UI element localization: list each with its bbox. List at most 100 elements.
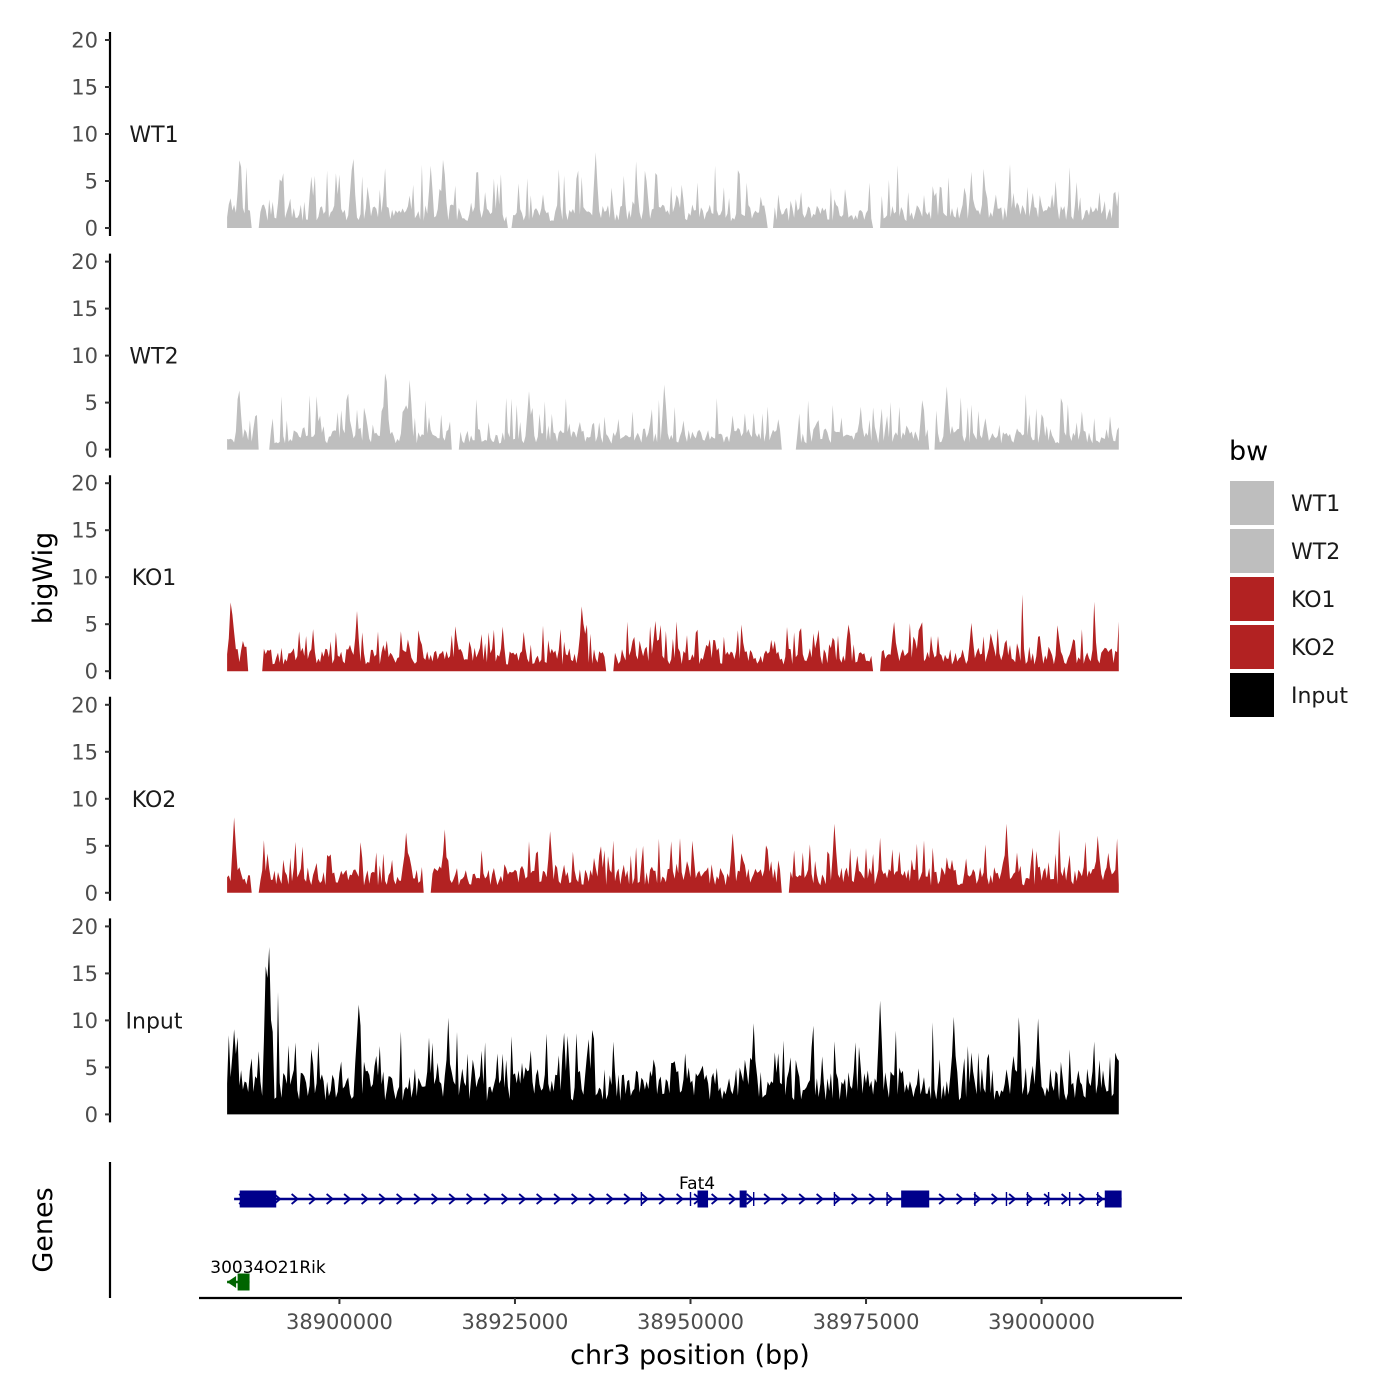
strand-chevron (588, 1193, 597, 1205)
strand-chevron (711, 1193, 720, 1205)
strand-chevron (886, 1193, 895, 1205)
y-tick-label: 5 (85, 834, 98, 858)
x-tick-label: 38925000 (462, 1310, 569, 1334)
y-tick-label: 20 (71, 29, 98, 53)
strand-chevron (606, 1193, 615, 1205)
strand-chevron (746, 1193, 755, 1205)
exon-block (237, 1273, 250, 1291)
strand-chevron (1043, 1193, 1052, 1205)
y-tick-label: 15 (71, 962, 98, 986)
strand-chevron (483, 1193, 492, 1205)
track-label: WT2 (129, 345, 178, 370)
y-tick-label: 0 (85, 1103, 98, 1127)
strand-chevron (308, 1193, 317, 1205)
strand-chevron (781, 1193, 790, 1205)
strand-chevron (833, 1193, 842, 1205)
strand-chevron (728, 1193, 737, 1205)
signal-area-wt2 (227, 373, 1119, 450)
exon-block (739, 1190, 747, 1208)
strand-chevron (798, 1193, 807, 1205)
strand-chevron (623, 1193, 632, 1205)
strand-chevron (501, 1193, 510, 1205)
strand-chevron (361, 1193, 370, 1205)
track-label: Input (126, 1009, 183, 1034)
track-panel-ko1: 0 5 10 15 20 KO1 (71, 472, 1119, 684)
strand-chevron (991, 1193, 1000, 1205)
x-tick-label: 39000000 (988, 1310, 1095, 1334)
genes-axis-title: Genes (28, 1187, 59, 1272)
y-tick-label: 15 (71, 297, 98, 321)
y-tick-label: 5 (85, 613, 98, 637)
y-tick-label: 15 (71, 519, 98, 543)
strand-chevron (1078, 1193, 1087, 1205)
x-tick-label: 38950000 (637, 1310, 744, 1334)
strand-chevron (938, 1193, 947, 1205)
strand-chevron (956, 1193, 965, 1205)
y-tick-label: 0 (85, 438, 98, 462)
strand-chevron (378, 1193, 387, 1205)
strand-chevron (1061, 1193, 1070, 1205)
strand-chevron (553, 1193, 562, 1205)
legend-swatch-ko2 (1230, 625, 1274, 669)
legend-label-wt2: WT2 (1291, 540, 1340, 565)
strand-chevron (291, 1193, 300, 1205)
x-axis-title: chr3 position (bp) (570, 1340, 810, 1371)
y-tick-label: 10 (71, 344, 98, 368)
strand-chevron (326, 1193, 335, 1205)
track-label: KO2 (132, 788, 177, 813)
track-panel-wt1: 0 5 10 15 20 WT1 (71, 29, 1119, 241)
strand-chevron (466, 1193, 475, 1205)
strand-chevron (1096, 1193, 1105, 1205)
y-tick-label: 5 (85, 170, 98, 194)
legend-swatch-wt1 (1230, 481, 1274, 525)
exon-block (239, 1190, 277, 1208)
strand-chevron (1026, 1193, 1035, 1205)
genes-layer: Genes Fat4 30034O21Rik (28, 1162, 1122, 1298)
gene-label: Fat4 (679, 1174, 715, 1194)
signal-area-wt1 (227, 152, 1119, 228)
y-tick-label: 5 (85, 391, 98, 415)
tracks-layer: 0 5 10 15 20 WT1 0 5 10 15 20 WT2 0 5 10 15 20 KO1 0 5 10 15 2… (71, 29, 1119, 1127)
y-tick-label: 0 (85, 660, 98, 684)
y-tick-label: 20 (71, 250, 98, 274)
signal-area-ko2 (227, 817, 1119, 893)
y-tick-label: 20 (71, 472, 98, 496)
gene-30034o21rik: 30034O21Rik (210, 1258, 326, 1291)
legend-swatch-wt2 (1230, 529, 1274, 573)
strand-chevron (851, 1193, 860, 1205)
y-tick-label: 0 (85, 217, 98, 241)
strand-chevron (658, 1193, 667, 1205)
strand-chevron (868, 1193, 877, 1205)
legend-label-ko1: KO1 (1291, 588, 1336, 613)
x-tick-label: 38900000 (286, 1310, 393, 1334)
y-tick-label: 10 (71, 787, 98, 811)
strand-chevron (816, 1193, 825, 1205)
signal-area-input (227, 947, 1119, 1115)
legend-title: bw (1229, 436, 1268, 467)
strand-chevron (343, 1193, 352, 1205)
exon-block (901, 1190, 930, 1208)
strand-chevron (413, 1193, 422, 1205)
strand-chevron (571, 1193, 580, 1205)
track-label: KO1 (132, 566, 177, 591)
legend-label-wt1: WT1 (1291, 492, 1340, 517)
legend-label-ko2: KO2 (1291, 636, 1336, 661)
strand-chevron (431, 1193, 440, 1205)
strand-chevron (448, 1193, 457, 1205)
legend-swatch-input (1230, 673, 1274, 717)
legend-swatch-ko1 (1230, 577, 1274, 621)
strand-chevron (641, 1193, 650, 1205)
y-tick-label: 0 (85, 881, 98, 905)
track-panel-input: 0 5 10 15 20 Input (71, 915, 1119, 1127)
strand-chevron (973, 1193, 982, 1205)
x-tick-label: 38975000 (813, 1310, 920, 1334)
x-axis: chr3 position (bp) 38900000 38925000 38950… (199, 1296, 1182, 1371)
y-tick-label: 15 (71, 76, 98, 100)
exon-block (697, 1190, 709, 1208)
strand-chevron (1008, 1193, 1017, 1205)
strand-chevron (763, 1193, 772, 1205)
y-axis-title: bigWig (28, 532, 59, 625)
track-panel-wt2: 0 5 10 15 20 WT2 (71, 250, 1119, 462)
strand-chevron (518, 1193, 527, 1205)
signal-area-ko1 (227, 594, 1119, 672)
